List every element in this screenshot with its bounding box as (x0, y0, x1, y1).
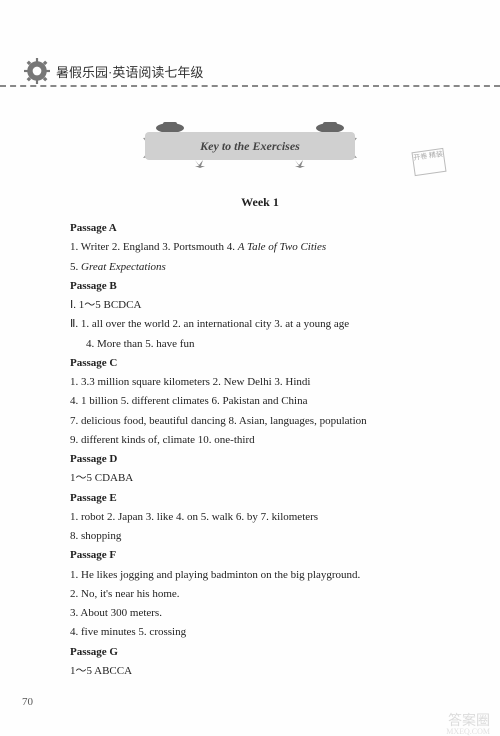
passage-a-line: 5. Great Expectations (70, 258, 450, 277)
week-title: Week 1 (70, 192, 450, 213)
passage-c-line: 7. delicious food, beautiful dancing 8. … (70, 412, 450, 431)
passage-c-line: 9. different kinds of, climate 10. one-t… (70, 431, 450, 450)
banner-ribbon: Key to the Exercises (145, 132, 355, 160)
passage-f-line: 2. No, it's near his home. (70, 585, 450, 604)
gear-icon (24, 58, 50, 84)
passage-c-line: 1. 3.3 million square kilometers 2. New … (70, 373, 450, 392)
watermark-sub: MXEQ.COM (446, 727, 490, 736)
passage-b-header: Passage B (70, 277, 450, 296)
passage-a-header: Passage A (70, 219, 450, 238)
content-area: Week 1 Passage A 1. Writer 2. England 3.… (70, 192, 450, 681)
banner: Key to the Exercises (125, 118, 375, 168)
passage-f-line: 3. About 300 meters. (70, 604, 450, 623)
passage-f-line: 4. five minutes 5. crossing (70, 623, 450, 642)
stamp-icon: 开卷 精装 (411, 148, 446, 176)
passage-a-line: 1. Writer 2. England 3. Portsmouth 4. A … (70, 238, 450, 257)
passage-g-header: Passage G (70, 643, 450, 662)
passage-b-line: 4. More than 5. have fun (70, 335, 450, 354)
passage-f-line: 1. He likes jogging and playing badminto… (70, 566, 450, 585)
passage-c-header: Passage C (70, 354, 450, 373)
passage-g-line: 1～5 ABCCA (70, 662, 450, 681)
passage-b-line: Ⅰ. 1～5 BCDCA (70, 296, 450, 315)
header-band: 暑假乐园·英语阅读七年级 (0, 30, 500, 66)
passage-c-line: 4. 1 billion 5. different climates 6. Pa… (70, 392, 450, 411)
header-title: 暑假乐园·英语阅读七年级 (56, 62, 203, 81)
passage-b-line: Ⅱ. 1. all over the world 2. an internati… (70, 315, 450, 334)
header-dashed-line (0, 85, 500, 87)
passage-e-header: Passage E (70, 489, 450, 508)
passage-e-line: 1. robot 2. Japan 3. like 4. on 5. walk … (70, 508, 450, 527)
passage-d-line: 1～5 CDABA (70, 469, 450, 488)
passage-f-header: Passage F (70, 546, 450, 565)
page-number: 70 (22, 696, 33, 708)
passage-d-header: Passage D (70, 450, 450, 469)
passage-e-line: 8. shopping (70, 527, 450, 546)
